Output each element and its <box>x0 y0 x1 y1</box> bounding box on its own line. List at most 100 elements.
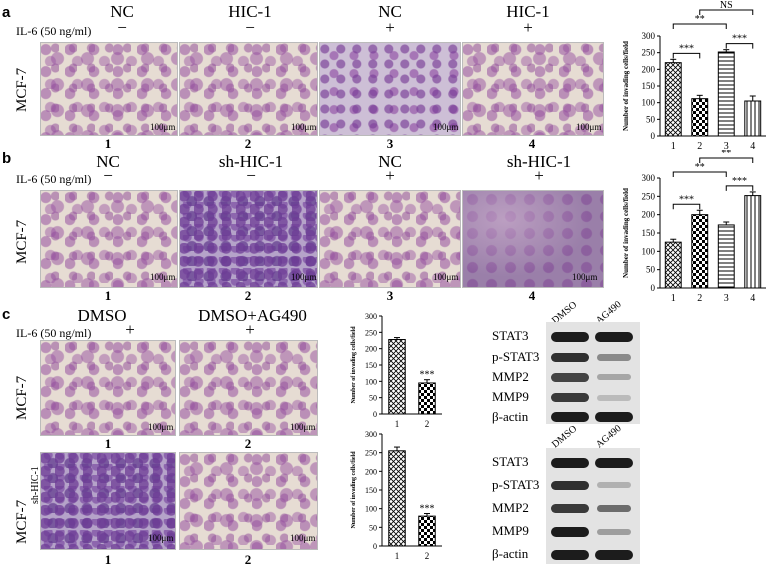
protein-label: MMP2 <box>492 500 529 515</box>
significance-label: *** <box>679 194 694 205</box>
protein-label: p-STAT3 <box>492 477 540 492</box>
scale-bar-label: 100μm <box>433 122 459 132</box>
blot-band <box>551 393 589 402</box>
blot-band <box>595 412 633 422</box>
y-axis-label: Number of invading cells/field <box>351 451 357 529</box>
significance-bracket <box>672 203 701 210</box>
significance-bracket <box>699 9 754 15</box>
scale-bar-label: 100μm <box>433 272 459 282</box>
bar-chart-a: 0 50 100 150 200 250 300 Number of invading cel… <box>622 0 766 152</box>
y-tick-label: 0 <box>373 542 377 551</box>
y-tick-label: 250 <box>642 48 656 58</box>
micrograph <box>319 190 461 288</box>
significance-label: *** <box>732 176 747 187</box>
y-tick-label: 150 <box>365 486 377 495</box>
bar <box>388 450 406 547</box>
protein-label: MMP9 <box>492 523 529 538</box>
blot-band <box>597 505 631 512</box>
y-tick-label: 150 <box>642 228 656 238</box>
image-number: 2 <box>244 136 252 151</box>
y-tick-label: 200 <box>365 467 377 476</box>
y-axis-label: Number of invading cells/field <box>622 188 630 278</box>
column-header: HIC-1 <box>506 2 550 21</box>
micrograph <box>40 190 178 288</box>
image-number: 2 <box>244 288 252 303</box>
y-tick-label: 100 <box>642 98 656 108</box>
scale-bar-label: 100μm <box>291 272 317 282</box>
panel-letter-b: b <box>2 150 12 167</box>
y-axis-label: Number of invading cells/field <box>351 326 357 404</box>
y-tick-label: 250 <box>365 328 377 337</box>
significance-label: ** <box>721 150 731 159</box>
y-tick-label: 0 <box>373 410 377 419</box>
column-header: NC <box>378 2 402 21</box>
blot-band <box>597 374 631 380</box>
image-number: 3 <box>386 136 394 151</box>
micrograph <box>179 42 318 136</box>
x-tick-label: 1 <box>395 419 400 429</box>
column-header: sh-HIC-1 <box>218 152 284 171</box>
x-tick-label: 1 <box>395 551 400 561</box>
column-header: HIC-1 <box>228 2 272 21</box>
treatment-sign: − <box>246 166 256 185</box>
blot-band <box>597 482 631 488</box>
x-tick-label: 2 <box>697 141 702 152</box>
blot-band <box>551 550 589 560</box>
blot-band <box>595 332 633 342</box>
micrograph <box>462 42 604 136</box>
image-number: 1 <box>104 136 112 151</box>
panel-letter-a: a <box>2 4 11 21</box>
treatment-sign: + <box>385 18 395 37</box>
image-number: 4 <box>528 136 536 151</box>
x-tick-label: 1 <box>671 293 676 304</box>
y-tick-label: 100 <box>642 246 656 256</box>
cell-line-label: MCF-7 <box>14 67 30 112</box>
micrograph <box>179 452 318 550</box>
significance-label: *** <box>679 43 694 54</box>
treatment-sign: − <box>103 166 113 185</box>
significance-label: *** <box>420 370 435 381</box>
scale-bar-label: 100μm <box>148 422 174 432</box>
x-tick-label: 4 <box>750 141 755 152</box>
image-number: 2 <box>244 552 252 567</box>
y-tick-label: 50 <box>369 394 377 403</box>
column-header: NC <box>110 2 134 21</box>
scale-bar-label: 100μm <box>150 272 176 282</box>
scale-bar-label: 100μm <box>291 122 317 132</box>
panel-letter-c: c <box>2 306 11 323</box>
y-tick-label: 150 <box>642 81 656 91</box>
il6-label: IL-6 (50 ng/ml) <box>16 326 92 340</box>
protein-label: MMP2 <box>492 369 529 384</box>
bar <box>664 62 682 137</box>
y-tick-label: 300 <box>365 312 377 321</box>
protein-label: β-actin <box>492 546 529 561</box>
treatment-sign: + <box>385 166 395 185</box>
scale-bar-label: 100μm <box>290 533 316 543</box>
y-tick-label: 0 <box>651 131 656 141</box>
blot-band <box>597 529 631 535</box>
blot-band <box>551 481 589 490</box>
micrograph <box>40 42 178 136</box>
image-number: 4 <box>528 288 536 303</box>
bar-chart-b: 0 50 100 150 200 250 300 Number of invading cel… <box>622 150 766 304</box>
bar <box>717 51 735 137</box>
treatment-sign: − <box>117 18 127 37</box>
protein-label: p-STAT3 <box>492 349 540 364</box>
bar <box>664 241 682 289</box>
treatment-sign: + <box>245 320 255 339</box>
significance-bracket <box>672 171 727 177</box>
cell-line-label: MCF-7 <box>14 219 30 264</box>
significance-label: *** <box>732 34 747 45</box>
western-blot-bottom: DMSO AG490 STAT3 p-STAT3 MMP2 MMP9 β-act… <box>492 420 652 565</box>
bar <box>691 98 709 137</box>
image-number: 3 <box>386 288 394 303</box>
blot-band <box>551 458 589 468</box>
y-tick-label: 100 <box>365 377 377 386</box>
x-tick-label: 3 <box>724 293 729 304</box>
cell-line-label: MCF-7 <box>14 499 30 544</box>
bar <box>744 195 762 289</box>
bar <box>691 214 709 289</box>
significance-bracket <box>725 43 754 49</box>
micrograph <box>179 340 318 436</box>
y-tick-label: 300 <box>642 173 656 183</box>
